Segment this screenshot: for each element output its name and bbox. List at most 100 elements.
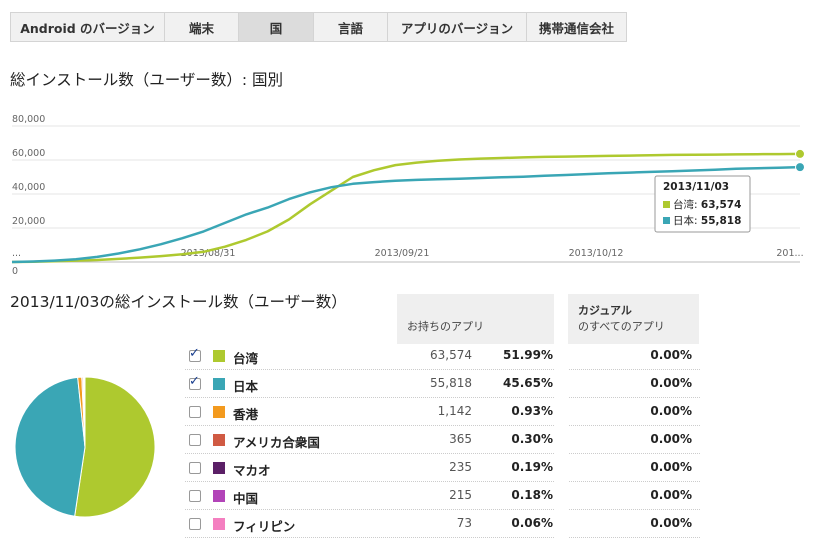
row-color-swatch bbox=[213, 490, 225, 502]
row-casual-percent: 0.00% bbox=[650, 404, 692, 418]
row-casual-percent: 0.00% bbox=[650, 376, 692, 390]
tab-label: 携帯通信会社 bbox=[538, 20, 614, 36]
tab-carrier[interactable]: 携帯通信会社 bbox=[527, 12, 627, 42]
row-checkbox[interactable] bbox=[189, 462, 201, 474]
series-line-台湾[interactable] bbox=[11, 152, 801, 264]
row-install-percent: 0.19% bbox=[511, 460, 553, 474]
table-row: 香港 1,142 0.93% 0.00% bbox=[185, 398, 700, 426]
owned-apps-header[interactable]: お持ちのアプリ bbox=[397, 294, 554, 344]
tooltip-date: 2013/11/03 bbox=[663, 181, 729, 193]
row-install-count: 55,818 bbox=[430, 376, 472, 390]
row-separator bbox=[185, 397, 700, 398]
row-country-name: フィリピン bbox=[233, 519, 296, 534]
row-install-count: 63,574 bbox=[430, 348, 472, 362]
casual-header-line1: カジュアル bbox=[578, 304, 632, 317]
tab-device[interactable]: 端末 bbox=[165, 12, 239, 42]
owned-apps-header-label: お持ちのアプリ bbox=[407, 320, 484, 333]
row-checkbox[interactable] bbox=[189, 374, 201, 390]
row-install-count: 215 bbox=[449, 488, 472, 502]
tab-language[interactable]: 言語 bbox=[314, 12, 388, 42]
table-title: 2013/11/03の総インストール数（ユーザー数） bbox=[10, 293, 347, 311]
row-casual-percent: 0.00% bbox=[650, 516, 692, 530]
row-checkbox[interactable] bbox=[189, 490, 201, 502]
row-color-swatch bbox=[213, 462, 225, 474]
row-color-swatch bbox=[213, 378, 225, 390]
row-install-percent: 0.06% bbox=[511, 516, 553, 530]
tab-android-version[interactable]: Android のバージョン bbox=[10, 12, 165, 42]
table-row: アメリカ合衆国 365 0.30% 0.00% bbox=[185, 426, 700, 454]
row-install-count: 1,142 bbox=[437, 404, 472, 418]
y-tick-label: 40,000 bbox=[12, 182, 45, 193]
row-color-swatch bbox=[213, 350, 225, 362]
row-install-count: 365 bbox=[449, 432, 472, 446]
x-tick-label: 2013/09/21 bbox=[375, 248, 430, 259]
table-row: 中国 215 0.18% 0.00% bbox=[185, 482, 700, 510]
x-tick-label: 2013/08/31 bbox=[181, 248, 236, 259]
row-country-name: アメリカ合衆国 bbox=[233, 435, 320, 450]
pie-slice-日本 bbox=[14, 376, 86, 517]
row-casual-percent: 0.00% bbox=[650, 488, 692, 502]
table-row: 台湾 63,574 51.99% 0.00% bbox=[185, 342, 700, 370]
row-install-percent: 0.93% bbox=[511, 404, 553, 418]
x-tick-label: ... bbox=[12, 248, 21, 259]
casual-apps-header[interactable]: カジュアル のすべてのアプリ bbox=[568, 294, 699, 344]
tab-label: アプリのバージョン bbox=[400, 20, 514, 36]
country-pie-chart bbox=[14, 376, 156, 518]
chart-tooltip: 2013/11/03 台湾: 63,574 日本: 55,818 bbox=[654, 175, 751, 233]
tab-app-version[interactable]: アプリのバージョン bbox=[388, 12, 527, 42]
installs-line-chart[interactable]: 0 20,000 40,000 60,000 80,000... 2013/08/31 20… bbox=[0, 110, 817, 280]
row-casual-percent: 0.00% bbox=[650, 432, 692, 446]
tab-label: 端末 bbox=[188, 20, 214, 36]
row-color-swatch bbox=[213, 434, 225, 446]
tab-label: 国 bbox=[269, 20, 283, 36]
series-line-日本[interactable] bbox=[11, 165, 801, 264]
row-separator bbox=[185, 509, 700, 510]
chart-title: 総インストール数（ユーザー数）: 国別 bbox=[10, 71, 284, 89]
pie-slice-台湾 bbox=[74, 376, 156, 518]
row-casual-percent: 0.00% bbox=[650, 348, 692, 362]
row-install-percent: 0.18% bbox=[511, 488, 553, 502]
row-separator bbox=[185, 425, 700, 426]
tab-label: Android のバージョン bbox=[20, 20, 155, 36]
row-separator bbox=[185, 481, 700, 482]
dimension-tabs: Android のバージョン 端末 国 言語 アプリのバージョン 携帯通信会社 bbox=[10, 12, 627, 42]
x-tick-label: 2013/10/12 bbox=[569, 248, 624, 259]
row-country-name: 日本 bbox=[233, 379, 259, 394]
y-tick-label: 60,000 bbox=[12, 148, 45, 159]
column-gap bbox=[554, 344, 568, 540]
row-separator bbox=[185, 453, 700, 454]
table-row: マカオ 235 0.19% 0.00% bbox=[185, 454, 700, 482]
row-country-name: マカオ bbox=[233, 463, 271, 478]
row-checkbox[interactable] bbox=[189, 406, 201, 418]
tooltip-row: 日本: 55,818 bbox=[673, 214, 741, 227]
series-end-point[interactable] bbox=[795, 148, 805, 159]
casual-header-line2: のすべてのアプリ bbox=[578, 320, 665, 333]
tab-country[interactable]: 国 bbox=[239, 12, 314, 42]
row-country-name: 台湾 bbox=[233, 351, 259, 366]
row-checkbox[interactable] bbox=[189, 434, 201, 446]
row-install-percent: 0.30% bbox=[511, 432, 553, 446]
tab-label: 言語 bbox=[337, 20, 363, 36]
row-install-count: 235 bbox=[449, 460, 472, 474]
row-country-name: 香港 bbox=[233, 407, 259, 422]
row-checkbox[interactable] bbox=[189, 518, 201, 530]
table-row: 日本 55,818 45.65% 0.00% bbox=[185, 370, 700, 398]
row-color-swatch bbox=[213, 518, 225, 530]
row-checkbox[interactable] bbox=[189, 346, 201, 362]
row-install-percent: 45.65% bbox=[503, 376, 553, 390]
series-end-point[interactable] bbox=[795, 162, 805, 173]
row-color-swatch bbox=[213, 406, 225, 418]
tooltip-swatch bbox=[663, 201, 670, 208]
row-casual-percent: 0.00% bbox=[650, 460, 692, 474]
y-tick-label: 0 bbox=[12, 266, 18, 277]
tooltip-row: 台湾: 63,574 bbox=[673, 198, 741, 211]
tooltip-swatch bbox=[663, 217, 670, 224]
y-tick-label: 20,000 bbox=[12, 216, 45, 227]
x-tick-label: 201... bbox=[776, 248, 803, 259]
tooltip-box bbox=[654, 175, 751, 233]
y-tick-label: 80,000 bbox=[12, 114, 45, 125]
row-separator bbox=[185, 369, 700, 370]
row-separator bbox=[185, 537, 700, 538]
row-install-count: 73 bbox=[456, 516, 472, 530]
row-install-percent: 51.99% bbox=[503, 348, 553, 362]
